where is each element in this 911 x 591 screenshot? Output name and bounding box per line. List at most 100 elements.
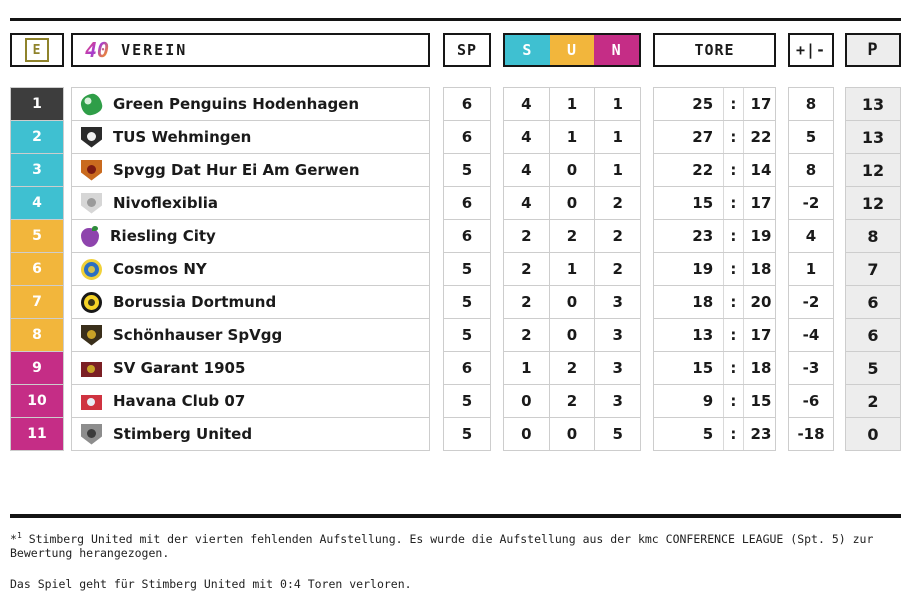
- goals-colon: :: [724, 253, 744, 285]
- tore-cell: 5:23: [654, 418, 776, 451]
- tore-cell: 27:22: [654, 121, 776, 154]
- club-cell[interactable]: Stimberg United: [72, 418, 430, 451]
- footnote-sup: 1: [16, 531, 22, 540]
- e-badge-icon: E: [25, 38, 49, 62]
- siege-cell: 0: [504, 385, 550, 418]
- spiele-cell: 5: [444, 385, 491, 418]
- tore-cell: 15:17: [654, 187, 776, 220]
- niederlagen-cell: 2: [595, 187, 642, 220]
- club-cell[interactable]: Green Penguins Hodenhagen: [72, 88, 430, 121]
- club-column: Green Penguins Hodenhagen TUS Wehmingen Sp…: [71, 87, 430, 451]
- club-name: Borussia Dortmund: [113, 293, 277, 311]
- goals-colon: :: [724, 154, 744, 186]
- goals-for: 5: [654, 418, 725, 450]
- goal-difference-cell: -2: [789, 286, 834, 319]
- club-cell[interactable]: Spvgg Dat Hur Ei Am Gerwen: [72, 154, 430, 187]
- goals-colon: :: [724, 319, 744, 351]
- position-cell: 2: [11, 121, 64, 154]
- punkte-header-cell: P: [845, 33, 901, 67]
- top-divider: [10, 18, 901, 21]
- goal-difference-cell: 1: [789, 253, 834, 286]
- goals-against: 14: [750, 161, 772, 179]
- siege-cell: 4: [504, 121, 550, 154]
- siege-cell: 2: [504, 253, 550, 286]
- goals-colon: :: [724, 352, 744, 384]
- points-cell: 0: [846, 418, 901, 451]
- havana-club-flag-icon: [81, 395, 102, 410]
- tore-cell: 13:17: [654, 319, 776, 352]
- club-cell[interactable]: Riesling City: [72, 220, 430, 253]
- club-cell[interactable]: Borussia Dortmund: [72, 286, 430, 319]
- tore-cell: 23:19: [654, 220, 776, 253]
- spiele-cell: 6: [444, 187, 491, 220]
- position-cell: 9: [11, 352, 64, 385]
- club-name: Nivoflexiblia: [113, 194, 219, 212]
- table-body: 1 2 3 4 5 6 7 8 9 10 11 Green Penguins Hodenhagen T…: [10, 87, 901, 451]
- siege-cell: 2: [504, 220, 550, 253]
- points-cell: 5: [846, 352, 901, 385]
- borussia-dortmund-crest-icon: [81, 291, 102, 313]
- position-cell: 6: [11, 253, 64, 286]
- goals-for: 9: [654, 385, 725, 417]
- unentschieden-cell: 0: [549, 319, 596, 352]
- green-penguins-crest-icon: [79, 92, 104, 116]
- tordifferenz-column: 8 5 8 -2 4 1 -2 -4 -3 -6 -18: [788, 87, 834, 451]
- club-cell[interactable]: Nivoflexiblia: [72, 187, 430, 220]
- tus-wehmingen-crest-icon: [81, 126, 102, 148]
- club-cell[interactable]: Schönhauser SpVgg: [72, 319, 430, 352]
- tore-cell: 22:14: [654, 154, 776, 187]
- unentschieden-cell: 2: [549, 352, 596, 385]
- goals-colon: :: [724, 418, 744, 450]
- club-name: Spvgg Dat Hur Ei Am Gerwen: [113, 161, 360, 179]
- goals-for: 15: [654, 187, 725, 219]
- sun-header-cell: S U N: [503, 33, 641, 67]
- spiele-cell: 6: [444, 121, 491, 154]
- unentschieden-cell: 1: [549, 88, 596, 121]
- tore-header-cell: TORE: [653, 33, 776, 67]
- club-cell[interactable]: TUS Wehmingen: [72, 121, 430, 154]
- goals-for: 23: [654, 220, 725, 252]
- unentschieden-cell: 0: [549, 418, 596, 451]
- tore-cell: 19:18: [654, 253, 776, 286]
- spiele-cell: 5: [444, 154, 491, 187]
- unentschieden-cell: 1: [549, 121, 596, 154]
- goals-for: 25: [654, 88, 725, 120]
- goal-difference-cell: -2: [789, 187, 834, 220]
- goals-against: 15: [750, 392, 772, 410]
- goal-difference-cell: -18: [789, 418, 834, 451]
- niederlagen-cell: 1: [595, 121, 642, 154]
- points-cell: 6: [846, 286, 901, 319]
- position-cell: 11: [11, 418, 64, 451]
- siege-cell: 4: [504, 88, 550, 121]
- club-name: Cosmos NY: [113, 260, 207, 278]
- footnotes: *1 Stimberg United mit der vierten fehle…: [10, 514, 901, 591]
- points-cell: 2: [846, 385, 901, 418]
- goal-difference-cell: -6: [789, 385, 834, 418]
- nivoflexiblia-crest-icon: [81, 192, 102, 214]
- footnote-1: *1 Stimberg United mit der vierten fehle…: [10, 531, 901, 560]
- siege-cell: 1: [504, 352, 550, 385]
- spiele-cell: 5: [444, 286, 491, 319]
- club-cell[interactable]: SV Garant 1905: [72, 352, 430, 385]
- club-name: Schönhauser SpVgg: [113, 326, 283, 344]
- unentschieden-cell: 1: [549, 253, 596, 286]
- verein-header-cell: 40 VEREIN: [71, 33, 430, 67]
- points-cell: 8: [846, 220, 901, 253]
- cosmos-ny-crest-icon: [81, 258, 102, 280]
- position-cell: 5: [11, 220, 64, 253]
- goals-colon: :: [724, 220, 744, 252]
- tore-cell: 25:17: [654, 88, 776, 121]
- club-name: SV Garant 1905: [113, 359, 246, 377]
- goal-difference-cell: -4: [789, 319, 834, 352]
- club-cell[interactable]: Cosmos NY: [72, 253, 430, 286]
- tordifferenz-header-cell: +|-: [788, 33, 834, 67]
- club-cell[interactable]: Havana Club 07: [72, 385, 430, 418]
